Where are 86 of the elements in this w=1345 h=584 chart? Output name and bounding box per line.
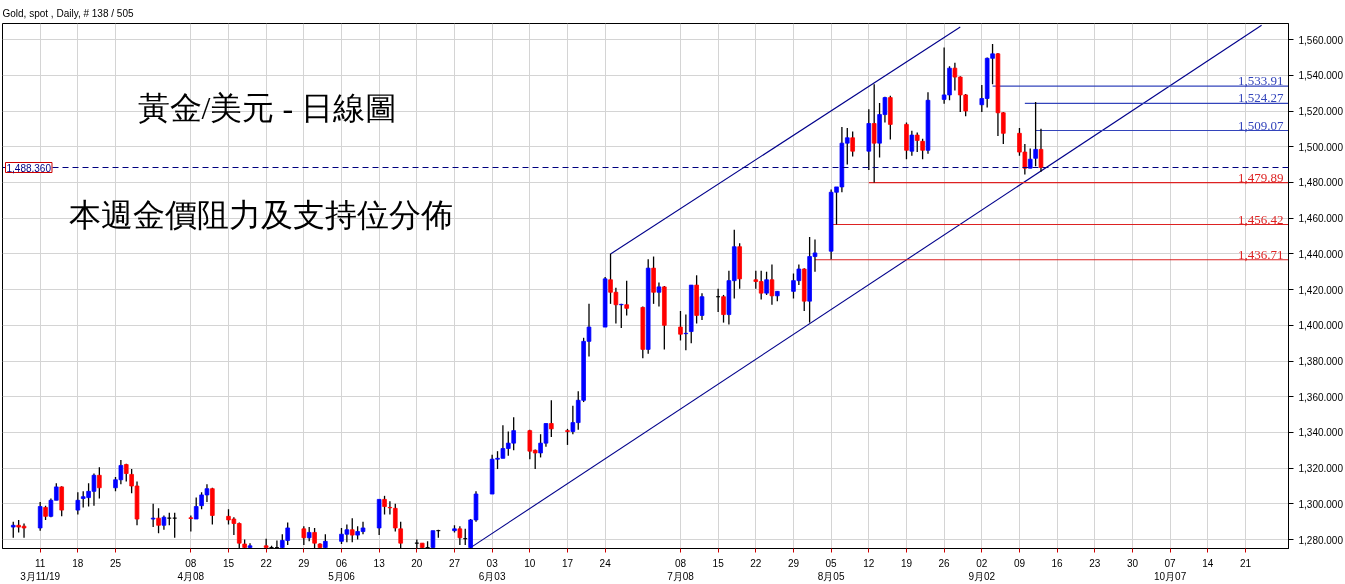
candlestick	[59, 485, 64, 518]
candlestick	[1027, 147, 1033, 169]
candlestick	[75, 491, 81, 516]
y-tick-label: 1,280.000	[1298, 534, 1344, 546]
x-tick-label: 25	[109, 557, 122, 569]
x-tick-label: 03 6月03	[478, 557, 506, 582]
y-tick-label: 1,400.000	[1298, 320, 1344, 332]
series-label: 1,456.42	[1238, 211, 1284, 227]
candlestick	[920, 138, 925, 160]
series-label: 1,436.71	[1238, 246, 1284, 262]
candlestick	[382, 495, 387, 516]
candlestick	[909, 129, 915, 157]
x-tick-label: 09	[1013, 557, 1026, 569]
y-tick-label: 1,500.000	[1298, 141, 1344, 153]
candlestick	[97, 466, 102, 500]
candlestick	[150, 503, 156, 528]
series-label: 1,479.89	[1238, 169, 1284, 185]
x-tick-label: 22	[750, 557, 762, 569]
series-label: 1,524.27	[1238, 90, 1284, 106]
x-tick-label: 17	[561, 557, 574, 569]
x-tick-label: 14	[1202, 557, 1214, 569]
x-tick-label: 08 7月08	[667, 557, 695, 582]
y-tick-label: 1,320.000	[1298, 463, 1344, 475]
candlestick	[1038, 128, 1044, 173]
y-tick-label: 1,360.000	[1298, 391, 1344, 403]
x-tick-label: 24	[599, 557, 612, 569]
candlestick	[156, 507, 161, 534]
y-tick-label: 1,560.000	[1298, 34, 1344, 46]
y-tick-label: 1,460.000	[1298, 213, 1344, 225]
x-tick-label: 11 3月11/19	[20, 557, 61, 582]
candlestick	[914, 131, 920, 153]
x-tick-label: 21	[1239, 557, 1252, 569]
x-tick-label: 05 8月05	[817, 557, 845, 582]
candlestick	[37, 501, 43, 532]
text: Gold, spot , Daily, # 138 / 505	[2, 7, 134, 19]
x-tick-label: 13	[373, 557, 386, 569]
x-tick-label: 22	[260, 557, 273, 569]
x-tick-label: 30	[1126, 557, 1139, 569]
x-tick-label: 02 9月02	[968, 557, 996, 582]
text: 本週金價阻力及支持位分佈	[69, 197, 454, 234]
y-tick-label: 1,540.000	[1298, 70, 1344, 82]
candlestick	[619, 303, 624, 329]
series-label: 1,509.07	[1238, 117, 1284, 133]
series-label: 1,533.91	[1238, 73, 1284, 89]
x-tick-label: 12	[863, 557, 875, 569]
x-tick-label: 20	[411, 557, 423, 569]
x-tick-label: 10	[524, 557, 536, 569]
ref-line-label: 1,488.360	[6, 162, 52, 174]
x-tick-label: 16	[1051, 557, 1064, 569]
candlestick	[549, 399, 554, 438]
candlestick	[457, 525, 463, 546]
candlestick	[1033, 101, 1038, 168]
y-tick-label: 1,380.000	[1298, 356, 1344, 367]
text: 黃金/美元 - 日線圖	[137, 89, 398, 126]
candlestick	[624, 279, 629, 317]
candlestick	[387, 500, 393, 516]
y-tick-label: 1,340.000	[1298, 427, 1344, 439]
candlestick	[172, 512, 177, 539]
candlestick	[678, 310, 683, 342]
y-tick-label: 1,420.000	[1298, 284, 1344, 296]
candlestick	[656, 281, 662, 308]
y-tick-label: 1,440.000	[1298, 248, 1344, 260]
candlestick	[764, 271, 769, 296]
candlestick	[850, 130, 855, 158]
candlestick	[349, 517, 355, 543]
candlestick	[301, 525, 307, 546]
candlestick	[769, 263, 775, 306]
y-tick-label: 1,300.000	[1298, 498, 1344, 510]
candlestick	[699, 292, 705, 321]
y-tick-label: 1,480.000	[1298, 177, 1344, 189]
candlestick	[683, 313, 689, 351]
x-tick-label: 29	[298, 557, 310, 569]
y-tick-label: 1,520.000	[1298, 106, 1344, 117]
x-tick-label: 19	[900, 557, 913, 569]
x-tick-label: 08 4月08	[177, 557, 205, 582]
x-tick-label: 07 10月07	[1154, 557, 1187, 582]
x-tick-label: 18	[72, 557, 84, 569]
x-tick-label: 29	[787, 557, 800, 569]
candlestick	[193, 496, 199, 520]
x-tick-label: 27	[448, 557, 461, 569]
x-tick-label: 06 5月06	[328, 557, 356, 582]
x-tick-label: 23	[1089, 557, 1101, 569]
x-tick-label: 26	[938, 557, 951, 569]
x-tick-label: 15	[712, 557, 725, 569]
x-tick-label: 15	[222, 557, 235, 569]
candlestick	[871, 83, 877, 184]
